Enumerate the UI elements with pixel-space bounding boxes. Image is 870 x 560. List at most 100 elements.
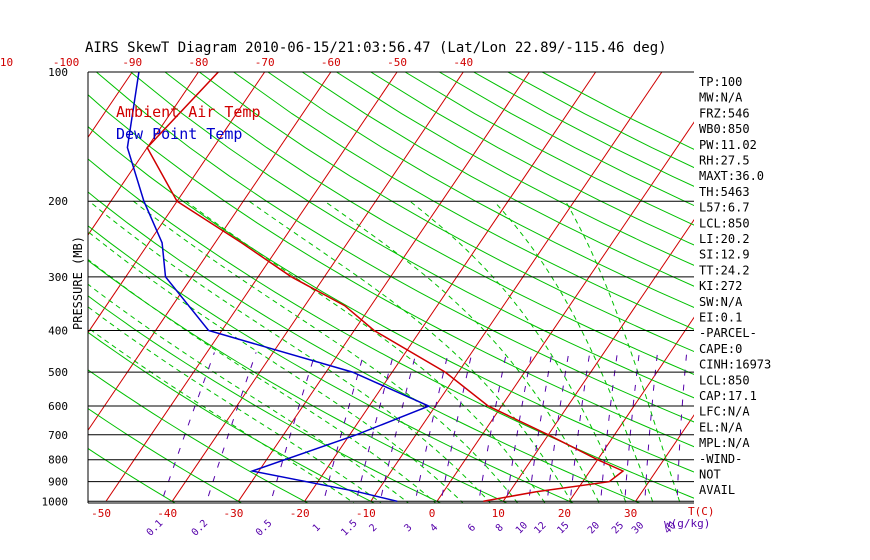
mixing-ratio-line: [379, 352, 417, 503]
top-temp-tick-label: -100: [53, 56, 80, 69]
dry-adiabat-line: [301, 72, 694, 287]
pressure-tick-label: 600: [48, 400, 68, 413]
dry-adiabat-line: [88, 259, 509, 503]
pressure-tick-label: 100: [48, 66, 68, 79]
top-temp-tick-label: -80: [189, 56, 209, 69]
index-label: LCL:850: [699, 373, 750, 387]
mixing-ratio-tick-label: 2: [367, 522, 379, 534]
mixing-ratio-tick-label: 25: [610, 520, 626, 536]
dry-adiabat-line: [130, 72, 694, 399]
mixing-ratio-line: [160, 352, 215, 503]
dry-adiabat-line: [88, 447, 177, 503]
mixing-ratio-line: [676, 352, 688, 503]
pressure-tick-label: 700: [48, 429, 68, 442]
mixing-ratio-tick-label: 15: [555, 520, 571, 536]
mixing-ratio-tick-label: 20: [586, 520, 602, 536]
dry-adiabat-line: [88, 225, 575, 503]
mixing-ratio-unit-label: w(g/kg): [664, 517, 710, 530]
mixing-ratio-line: [527, 352, 553, 503]
index-label: WB0:850: [699, 122, 750, 136]
dry-adiabat-line: [88, 369, 309, 503]
dry-adiabat-line: [439, 72, 694, 207]
isotherm-line: [370, 72, 663, 502]
top-temp-tick-label: -110: [0, 56, 13, 69]
dry-adiabat-line: [88, 94, 694, 448]
index-label: MPL:N/A: [699, 436, 750, 450]
bottom-temp-tick-label: 0: [429, 507, 436, 520]
index-label: CAP:17.1: [699, 389, 757, 403]
isotherm-line: [105, 72, 398, 502]
index-label: L57:6.7: [699, 201, 750, 215]
bottom-temp-tick-label: 30: [624, 507, 637, 520]
moist-adiabat-line: [88, 306, 382, 503]
dew-point-temp-series: [126, 72, 431, 503]
index-label: LFC:N/A: [699, 405, 750, 419]
mixing-ratio-line: [546, 352, 570, 503]
isotherm-line: [768, 72, 870, 501]
pressure-tick-label: 1000: [42, 495, 69, 508]
index-label: EL:N/A: [699, 420, 743, 434]
dry-adiabat-line: [267, 72, 694, 309]
index-label: MW:N/A: [699, 91, 743, 105]
top-temp-tick-label: -70: [255, 56, 275, 69]
moist-adiabat-line: [88, 200, 491, 503]
isotherm-line: [436, 121, 694, 502]
mixing-ratio-line: [505, 352, 533, 503]
mixing-ratio-tick-label: 0.2: [190, 518, 211, 539]
mixing-ratio-tick-label: 1: [311, 522, 323, 534]
index-label: TT:24.2: [699, 263, 750, 277]
dry-adiabat-line: [336, 72, 694, 266]
isotherm-line: [237, 72, 530, 502]
moist-adiabat-line: [88, 258, 437, 503]
mixing-ratio-tick-label: 6: [466, 522, 478, 534]
mixing-ratio-tick-label: 1.5: [339, 518, 360, 539]
moist-adiabat-line: [324, 200, 600, 503]
isotherm-line: [635, 414, 694, 502]
top-temp-tick-label: -50: [387, 56, 407, 69]
top-temp-tick-label: -60: [321, 56, 341, 69]
index-label: RH:27.5: [699, 154, 750, 168]
mixing-ratio-line: [569, 352, 591, 503]
dry-adiabat-line: [164, 72, 694, 375]
moist-adiabat-line: [133, 200, 519, 503]
mixing-ratio-tick-label: 12: [532, 520, 548, 536]
dry-adiabat-line: [88, 158, 694, 499]
pressure-tick-label: 200: [48, 195, 68, 208]
mixing-ratio-line: [644, 352, 658, 503]
index-label: AVAIL: [699, 483, 735, 497]
dry-adiabat-line: [96, 72, 694, 423]
bottom-temp-tick-label: 20: [558, 507, 571, 520]
dry-adiabat-line: [88, 407, 243, 503]
pressure-tick-label: 500: [48, 366, 68, 379]
mixing-ratio-tick-label: 8: [494, 522, 506, 534]
isotherm-line: [834, 72, 870, 501]
bottom-temp-tick-label: -10: [356, 507, 376, 520]
moist-adiabat-line: [493, 200, 654, 503]
mixing-ratio-tick-label: 0.5: [254, 518, 275, 539]
pressure-tick-label: 400: [48, 324, 68, 337]
index-label: FRZ:546: [699, 106, 750, 120]
pressure-tick-label: 300: [48, 271, 68, 284]
y-axis-label: PRESSURE (MB): [71, 236, 85, 330]
bottom-temp-tick-label: -40: [157, 507, 177, 520]
moist-adiabat-line: [565, 200, 681, 503]
index-label: NOT: [699, 468, 721, 482]
index-label: MAXT:36.0: [699, 169, 764, 183]
isotherm-line: [304, 72, 597, 502]
mixing-ratio-tick-label: 4: [428, 522, 440, 534]
index-label: CAPE:0: [699, 342, 742, 356]
moist-adiabat-line: [185, 200, 546, 503]
mixing-ratio-line: [205, 352, 257, 503]
isotherm-line: [502, 218, 694, 502]
index-label: CINH:16973: [699, 358, 771, 372]
top-temp-tick-label: -90: [122, 56, 142, 69]
mixing-ratio-line: [600, 352, 618, 503]
index-label: TP:100: [699, 75, 742, 89]
temp-unit-label: T(C): [688, 505, 715, 518]
pressure-tick-label: 900: [48, 476, 68, 489]
legend-ambient-air-temp: Ambient Air Temp: [116, 103, 261, 121]
bottom-temp-tick-label: 10: [492, 507, 505, 520]
dry-adiabat-line: [88, 295, 442, 503]
mixing-ratio-tick-label: 0.1: [145, 518, 166, 539]
